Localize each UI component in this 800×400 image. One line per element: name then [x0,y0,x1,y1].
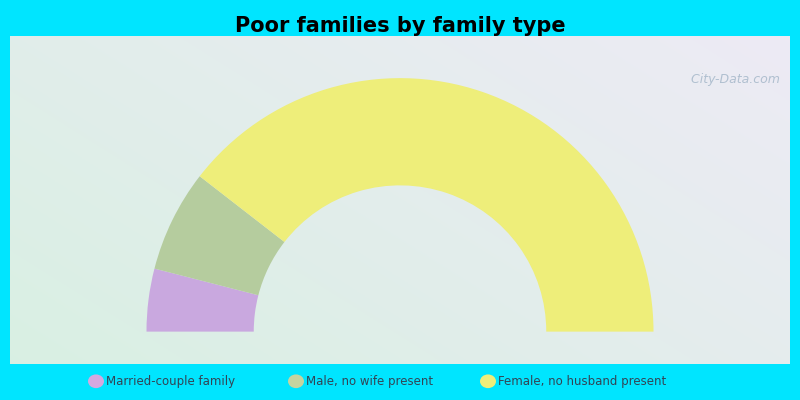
Ellipse shape [88,374,104,388]
Ellipse shape [288,374,304,388]
Text: City-Data.com: City-Data.com [683,73,780,86]
Wedge shape [154,176,285,295]
Ellipse shape [480,374,496,388]
Text: Poor families by family type: Poor families by family type [234,16,566,36]
Text: Married-couple family: Married-couple family [106,375,234,388]
Text: Male, no wife present: Male, no wife present [306,375,433,388]
Text: Female, no husband present: Female, no husband present [498,375,666,388]
Wedge shape [146,268,258,332]
Wedge shape [200,78,654,332]
